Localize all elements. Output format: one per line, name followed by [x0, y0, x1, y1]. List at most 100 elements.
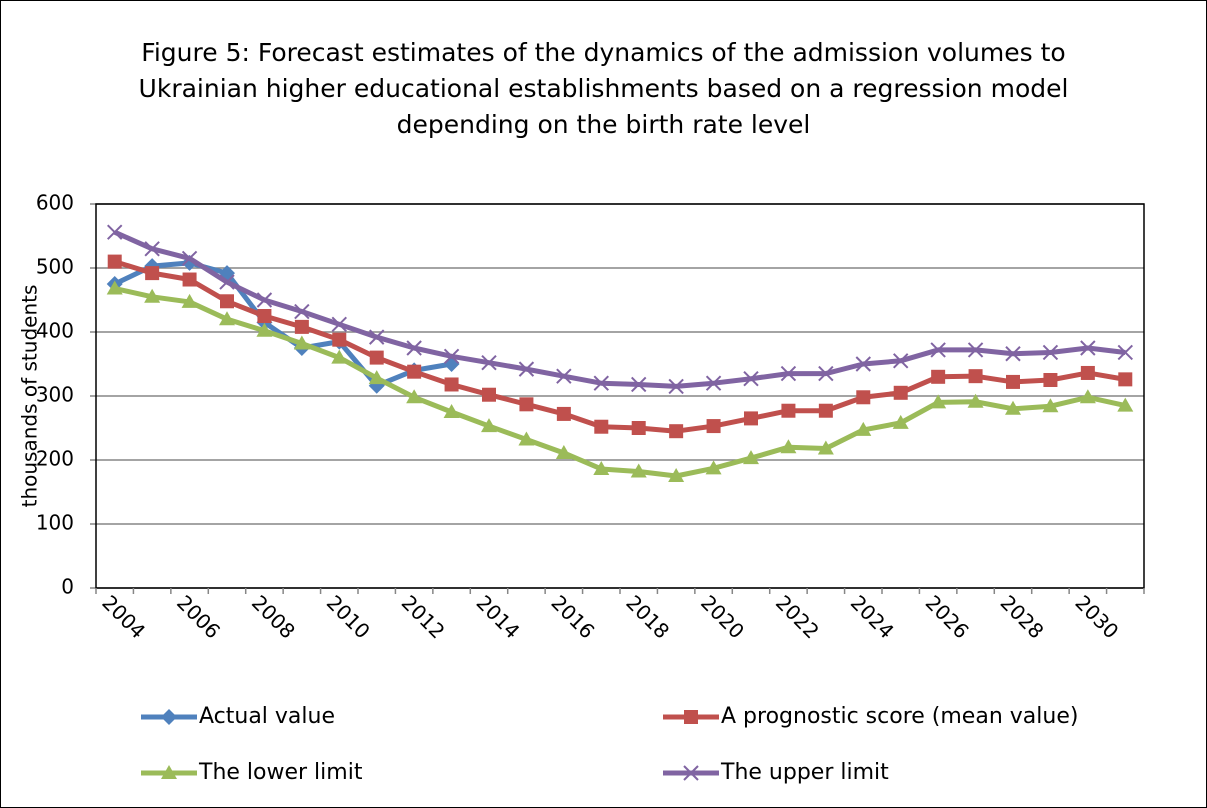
- legend-label: The lower limit: [198, 760, 363, 785]
- marker: [705, 460, 722, 475]
- marker: [519, 397, 534, 412]
- marker: [443, 348, 460, 365]
- marker: [780, 439, 797, 454]
- marker: [668, 378, 684, 395]
- x-tick-label: 2026: [921, 590, 974, 643]
- marker: [293, 335, 310, 350]
- marker: [1042, 344, 1059, 361]
- y-tick-label: 500: [36, 255, 74, 279]
- marker-stroke: [181, 250, 198, 267]
- marker: [1005, 400, 1021, 415]
- x-tick-label: 2030: [1070, 590, 1123, 643]
- marker: [220, 294, 234, 309]
- marker: [1043, 373, 1058, 387]
- marker: [481, 355, 497, 371]
- x-tick-label: 2010: [322, 590, 375, 643]
- marker-stroke: [967, 342, 984, 358]
- marker: [705, 375, 722, 391]
- marker-stroke: [1005, 346, 1021, 362]
- x-tick-label: 2024: [846, 590, 899, 643]
- marker: [818, 365, 834, 382]
- marker-stroke: [406, 340, 422, 356]
- y-axis-label: thousands of students: [18, 285, 42, 508]
- x-tick-label: 2016: [546, 590, 599, 643]
- marker: [181, 250, 198, 267]
- legend-label: Actual value: [199, 704, 335, 729]
- marker: [818, 403, 833, 418]
- x-tick-label: 2008: [247, 590, 300, 643]
- marker: [181, 293, 198, 308]
- marker: [518, 361, 535, 377]
- marker: [743, 450, 759, 465]
- legend-label: The upper limit: [720, 760, 889, 785]
- marker: [294, 319, 309, 334]
- marker: [443, 404, 460, 418]
- marker: [856, 390, 871, 405]
- series-line: [114, 286, 1126, 479]
- marker: [555, 444, 572, 459]
- marker: [331, 316, 347, 333]
- marker-stroke: [705, 375, 722, 391]
- marker: [106, 280, 123, 295]
- x-tick-label: 2018: [621, 590, 674, 643]
- marker: [968, 369, 983, 384]
- marker: [482, 387, 496, 402]
- x-tick-label: 2004: [97, 590, 150, 643]
- marker: [855, 421, 872, 436]
- marker: [631, 376, 647, 393]
- marker: [931, 369, 946, 384]
- marker-stroke: [256, 292, 273, 308]
- y-tick-label: 200: [36, 447, 74, 471]
- marker: [683, 765, 699, 781]
- marker: [518, 431, 535, 446]
- marker: [669, 424, 684, 439]
- marker-stroke: [593, 375, 609, 391]
- marker: [780, 365, 797, 382]
- marker: [892, 414, 909, 429]
- marker-stroke: [556, 368, 572, 384]
- marker-stroke: [818, 365, 834, 382]
- x-tick-label: 2006: [172, 590, 225, 643]
- marker-stroke: [668, 378, 684, 395]
- marker: [444, 377, 459, 392]
- marker: [219, 311, 235, 326]
- marker: [967, 393, 984, 408]
- marker: [481, 418, 497, 433]
- marker: [161, 765, 177, 779]
- marker: [144, 241, 160, 257]
- y-tick-label: 400: [36, 319, 74, 343]
- marker-stroke: [631, 376, 647, 393]
- marker: [631, 421, 646, 435]
- marker: [1005, 346, 1021, 362]
- x-tick-label: 2014: [472, 590, 525, 643]
- marker: [967, 342, 984, 358]
- marker: [369, 329, 385, 345]
- marker: [706, 419, 721, 434]
- y-tick-label: 0: [61, 575, 74, 599]
- marker: [407, 364, 422, 379]
- marker-stroke: [1117, 344, 1133, 361]
- marker: [1006, 374, 1020, 389]
- marker: [556, 406, 571, 421]
- marker: [406, 389, 423, 404]
- marker: [1042, 398, 1059, 413]
- marker: [594, 419, 609, 434]
- marker: [668, 468, 685, 482]
- marker-stroke: [683, 765, 699, 781]
- marker-stroke: [443, 348, 460, 365]
- marker-stroke: [855, 356, 871, 372]
- marker: [1117, 344, 1133, 361]
- x-tick-label: 2020: [696, 590, 749, 643]
- series-line: [113, 229, 1126, 389]
- marker: [1117, 397, 1134, 412]
- marker: [781, 403, 796, 418]
- marker: [744, 411, 758, 426]
- marker: [630, 463, 647, 478]
- marker: [684, 710, 698, 724]
- marker: [593, 375, 609, 391]
- legend-label: A prognostic score (mean value): [721, 704, 1078, 729]
- marker-stroke: [107, 224, 123, 240]
- marker: [593, 460, 610, 475]
